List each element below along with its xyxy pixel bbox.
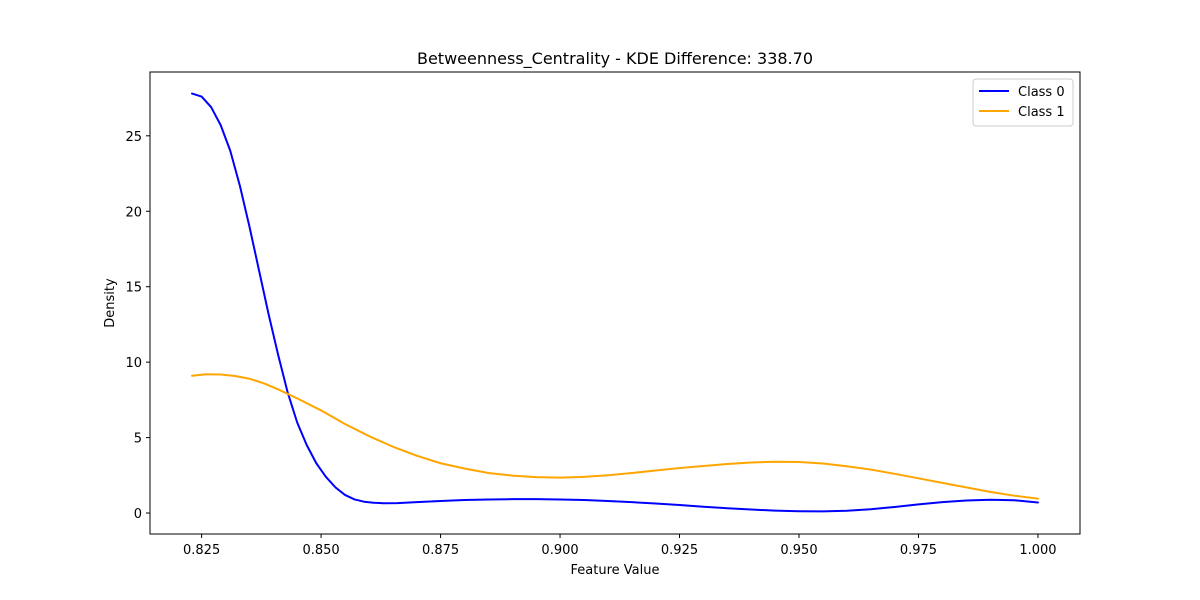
series-layer (191, 92, 1039, 513)
x-tick-label: 0.975 (900, 543, 937, 558)
y-tick-label: 25 (125, 130, 142, 145)
x-axis: 0.825 0.850 0.875 0.900 0.925 0.950 0.975 1.000 (183, 534, 1057, 558)
plot-background (150, 72, 1080, 534)
series-line-class-1 (191, 373, 1039, 500)
y-tick-label: 20 (125, 205, 142, 220)
x-tick-label: 1.000 (1019, 543, 1056, 558)
plot-frame (149, 71, 1081, 535)
x-tick-label: 0.875 (422, 543, 459, 558)
y-axis: 0 5 10 15 20 25 (125, 130, 150, 522)
x-tick-label: 0.900 (541, 543, 578, 558)
y-tick-label: 15 (125, 281, 142, 296)
x-tick-label: 0.925 (661, 543, 698, 558)
x-tick-label: 0.950 (780, 543, 817, 558)
x-tick-label: 0.850 (302, 543, 339, 558)
x-tick-label: 0.825 (183, 543, 220, 558)
x-axis-label: Feature Value (571, 563, 660, 578)
legend-label-class-0: Class 0 (1018, 85, 1065, 100)
chart-title: Betweenness_Centrality - KDE Difference:… (417, 49, 813, 69)
plot-area (149, 71, 1081, 535)
y-tick-label: 0 (134, 507, 142, 522)
y-axis-label: Density (103, 278, 118, 328)
legend-label-class-1: Class 1 (1018, 105, 1065, 120)
y-tick-label: 10 (125, 356, 142, 371)
legend: Class 0 Class 1 (972, 78, 1074, 127)
series-line-class-0 (191, 92, 1039, 513)
y-tick-label: 5 (134, 432, 142, 447)
